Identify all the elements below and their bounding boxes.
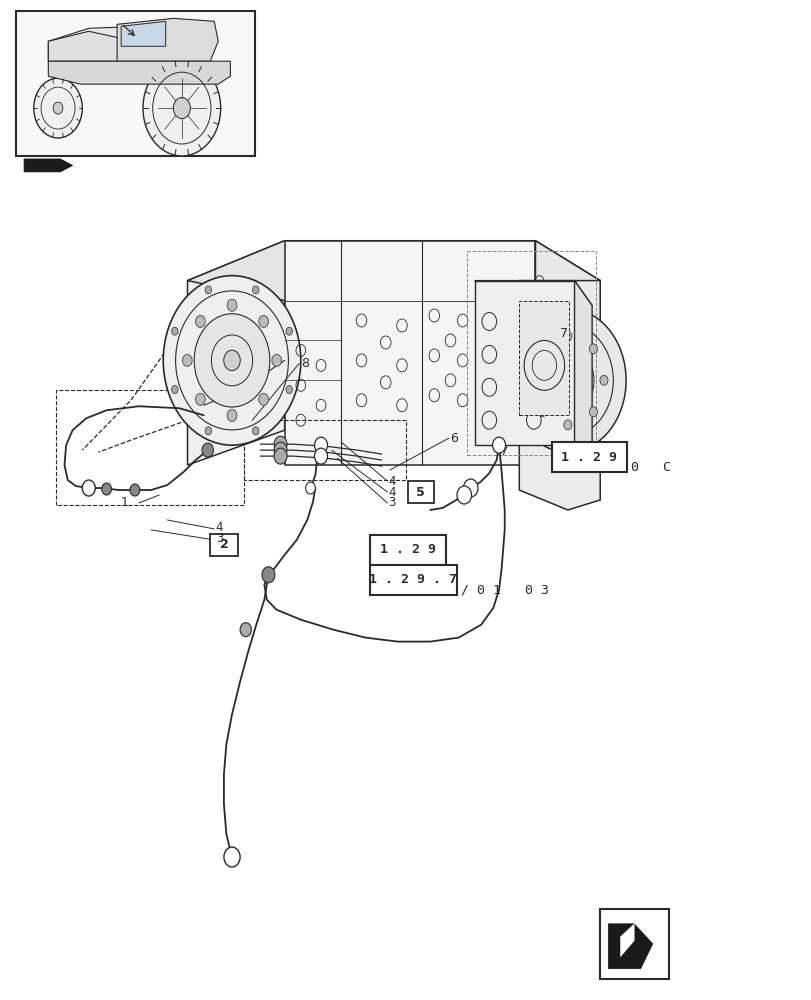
Bar	[519, 301, 569, 415]
Polygon shape	[474, 281, 591, 306]
Circle shape	[538, 344, 546, 354]
Circle shape	[259, 315, 268, 327]
Circle shape	[589, 344, 597, 354]
Bar	[551, 442, 626, 472]
Circle shape	[53, 102, 62, 114]
Text: 1 . 2 9 . 7: 1 . 2 9 . 7	[369, 573, 457, 586]
Circle shape	[205, 427, 212, 435]
Circle shape	[563, 331, 571, 341]
Circle shape	[143, 60, 221, 156]
Circle shape	[492, 437, 505, 453]
Polygon shape	[534, 241, 599, 500]
Circle shape	[171, 327, 178, 335]
Polygon shape	[187, 241, 599, 301]
Polygon shape	[187, 241, 285, 465]
Circle shape	[305, 482, 315, 494]
Circle shape	[274, 448, 287, 464]
Circle shape	[195, 315, 205, 327]
Circle shape	[205, 286, 212, 294]
Bar	[369, 565, 457, 595]
Circle shape	[527, 375, 535, 385]
Text: / 0 1   0 3: / 0 1 0 3	[461, 583, 548, 596]
Circle shape	[194, 314, 269, 407]
Bar	[599, 909, 668, 979]
Polygon shape	[121, 21, 165, 46]
Circle shape	[227, 410, 237, 421]
Text: 7: 7	[559, 327, 567, 340]
Text: 8: 8	[300, 357, 308, 370]
Circle shape	[130, 484, 139, 496]
Polygon shape	[49, 61, 230, 84]
Circle shape	[274, 436, 287, 452]
Circle shape	[34, 78, 82, 138]
Text: 3: 3	[216, 532, 223, 545]
Circle shape	[262, 567, 275, 583]
Circle shape	[272, 354, 281, 366]
Text: 6: 6	[450, 432, 458, 445]
Polygon shape	[607, 924, 652, 969]
Circle shape	[314, 448, 327, 464]
Text: 2: 2	[219, 538, 228, 551]
Circle shape	[538, 407, 546, 417]
Circle shape	[463, 479, 478, 497]
Circle shape	[163, 276, 300, 445]
Text: 4: 4	[388, 486, 395, 499]
Circle shape	[202, 443, 213, 457]
Polygon shape	[24, 159, 72, 172]
Circle shape	[457, 486, 471, 504]
Bar	[407, 481, 433, 503]
Circle shape	[559, 370, 576, 391]
Text: 1 . 2 9: 1 . 2 9	[380, 543, 436, 556]
Circle shape	[252, 286, 259, 294]
Polygon shape	[574, 281, 591, 470]
Polygon shape	[620, 924, 633, 957]
Circle shape	[240, 623, 251, 637]
Bar	[16, 11, 255, 156]
Text: 0   C: 0 C	[630, 461, 670, 474]
Polygon shape	[519, 281, 599, 510]
Circle shape	[589, 407, 597, 417]
Circle shape	[285, 327, 292, 335]
Circle shape	[182, 354, 192, 366]
Text: 5: 5	[416, 486, 424, 499]
Circle shape	[224, 847, 240, 867]
Text: 3: 3	[388, 496, 395, 509]
Text: 4: 4	[388, 475, 395, 488]
Circle shape	[274, 442, 287, 458]
Polygon shape	[474, 281, 574, 445]
Circle shape	[285, 386, 292, 394]
Circle shape	[314, 437, 327, 453]
Polygon shape	[285, 241, 534, 465]
Bar	[210, 534, 238, 556]
Circle shape	[227, 299, 237, 311]
Bar	[369, 535, 446, 565]
Circle shape	[599, 375, 607, 385]
Polygon shape	[49, 31, 121, 61]
Polygon shape	[49, 26, 141, 61]
Text: 4: 4	[216, 521, 223, 534]
Circle shape	[259, 393, 268, 405]
Bar	[466, 251, 595, 455]
Circle shape	[509, 309, 625, 452]
Circle shape	[224, 350, 240, 371]
Text: 1 . 2 9: 1 . 2 9	[560, 451, 616, 464]
Circle shape	[173, 98, 190, 119]
Circle shape	[82, 480, 95, 496]
Circle shape	[101, 483, 111, 495]
Circle shape	[171, 386, 178, 394]
Polygon shape	[117, 18, 218, 61]
Circle shape	[563, 420, 571, 430]
Circle shape	[252, 427, 259, 435]
Text: 1: 1	[121, 496, 129, 509]
Circle shape	[195, 393, 205, 405]
